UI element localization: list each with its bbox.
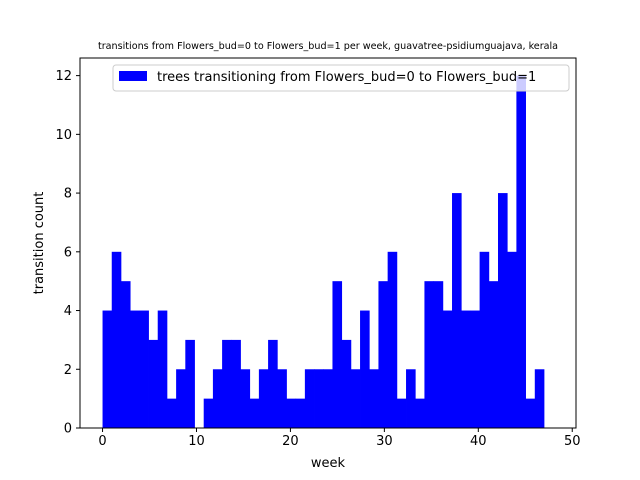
bars-group (102, 75, 545, 428)
chart-title: transitions from Flowers_bud=0 to Flower… (98, 41, 558, 52)
histogram-bar (323, 369, 333, 428)
histogram-bar (442, 310, 453, 428)
histogram-bar (406, 369, 416, 428)
histogram-bar (139, 310, 149, 428)
histogram-bar (350, 369, 361, 428)
histogram-bar (176, 369, 186, 428)
histogram-bar (415, 398, 425, 428)
histogram-bar (102, 310, 113, 428)
x-tick-label: 0 (98, 434, 106, 449)
x-tick-label: 40 (470, 434, 487, 449)
histogram-bar (268, 339, 278, 428)
histogram-bar (120, 281, 131, 428)
histogram-bar (498, 193, 508, 428)
histogram-bar (360, 310, 370, 428)
histogram-bar (387, 251, 398, 428)
histogram-bar (130, 310, 140, 428)
y-tick-label: 0 (64, 422, 72, 437)
histogram-bar (286, 398, 297, 428)
histogram-bar (424, 281, 435, 428)
y-tick-label: 10 (55, 128, 72, 143)
histogram-bar (258, 369, 269, 428)
y-axis: 0 2 4 6 8 10 12 (55, 69, 80, 437)
legend: trees transitioning from Flowers_bud=0 t… (112, 64, 570, 92)
histogram-bar (433, 281, 444, 428)
histogram-bar (525, 398, 536, 428)
x-axis: 0 10 20 30 40 50 (98, 428, 581, 449)
histogram-bar (222, 339, 232, 428)
plot-frame (79, 57, 577, 429)
histogram-bar (157, 310, 168, 428)
y-axis-label: transition count (32, 192, 47, 295)
histogram-bar (461, 310, 471, 428)
histogram-bar (378, 281, 389, 428)
histogram-bar (396, 398, 407, 428)
legend-swatch (119, 71, 147, 81)
legend-box (112, 64, 570, 92)
histogram-bar (516, 75, 526, 428)
histogram-bar (212, 369, 223, 428)
x-tick-label: 50 (564, 434, 581, 449)
x-axis-label: week (311, 456, 346, 471)
histogram-bar (341, 339, 352, 428)
histogram-bar (304, 369, 315, 428)
histogram-bar (507, 251, 517, 428)
histogram-bar (111, 251, 122, 428)
histogram-bar (369, 369, 379, 428)
histogram-bar (534, 369, 545, 428)
y-tick-label: 8 (64, 187, 72, 202)
y-tick-label: 6 (64, 245, 72, 260)
histogram-bar (185, 339, 195, 428)
histogram-bar (488, 281, 499, 428)
histogram-bar (231, 339, 241, 428)
histogram-bar (314, 369, 324, 428)
histogram-bar (240, 369, 251, 428)
histogram-bar (277, 369, 287, 428)
y-tick-label: 12 (55, 69, 72, 84)
histogram-bar (479, 251, 490, 428)
x-tick-label: 20 (282, 434, 299, 449)
histogram-bar (249, 398, 260, 428)
histogram-bar (166, 398, 177, 428)
histogram-bar (470, 310, 481, 428)
y-tick-label: 4 (64, 304, 72, 319)
y-tick-label: 2 (64, 363, 72, 378)
histogram-bar (295, 398, 306, 428)
x-tick-label: 30 (376, 434, 393, 449)
legend-label: trees transitioning from Flowers_bud=0 t… (157, 70, 536, 85)
x-tick-label: 10 (188, 434, 205, 449)
histogram-bar (203, 398, 214, 428)
histogram-bar (148, 339, 159, 428)
histogram-bar (452, 193, 462, 428)
histogram-bar (332, 281, 343, 428)
